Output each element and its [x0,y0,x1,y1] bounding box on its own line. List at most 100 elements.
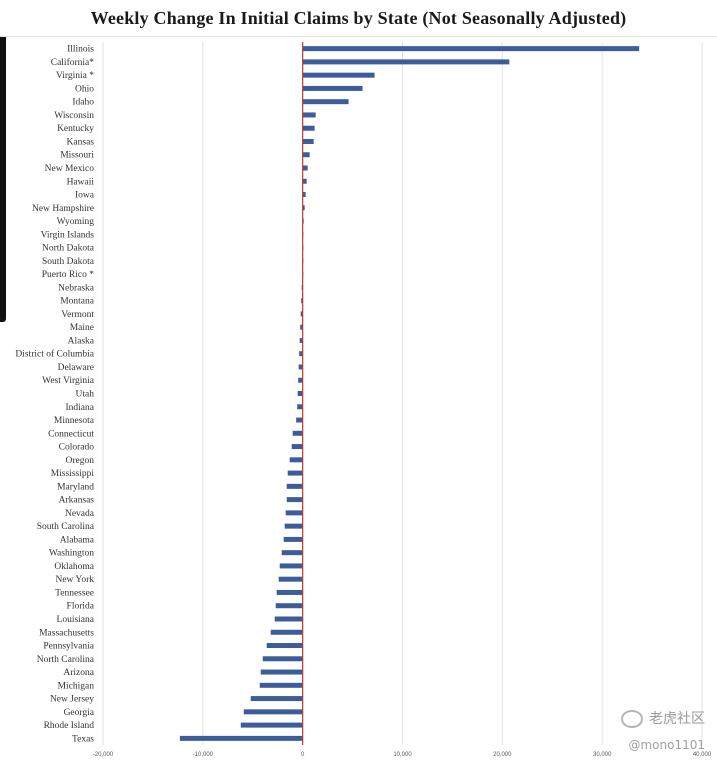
bar [298,377,303,383]
category-label: Washington [49,549,94,559]
category-label: Ohio [75,84,94,94]
category-label: North Carolina [37,655,95,665]
bar [299,351,303,357]
bar [276,589,303,595]
bar [243,709,303,715]
gridlines [102,42,703,745]
category-label: Minnesota [54,416,95,426]
category-label: Puerto Rico * [42,270,94,280]
category-label: Delaware [58,363,94,373]
category-label: Massachusetts [39,628,94,638]
bar [297,404,303,410]
x-tick-label: 0 [301,752,305,758]
bar [266,643,303,649]
x-tick-label: -20,000 [93,752,114,758]
category-label: Rhode Island [44,721,95,731]
x-axis-ticks: -20,000 -10,000 0 10,000 20,000 30,000 40,000 [93,752,712,758]
category-label: Michigan [58,681,95,691]
bar [302,205,305,211]
bar [285,510,303,516]
x-tick-label: -10,000 [193,752,214,758]
chart-title: Weekly Change In Initial Claims by State… [90,8,627,28]
category-label: Wisconsin [54,111,94,121]
category-label: Oklahoma [54,562,94,572]
bar [296,417,303,423]
category-label: South Carolina [37,522,95,532]
bar [289,457,303,463]
bar [240,722,303,728]
category-label: Alabama [60,535,95,545]
category-label: Kansas [67,137,95,147]
bar [291,444,303,450]
category-label: Missouri [60,151,94,161]
bars [179,46,640,741]
bar [302,125,315,131]
category-label: Louisiana [57,615,95,625]
bar [302,138,314,144]
category-label: Oregon [66,456,95,466]
category-label: California* [51,57,95,68]
title-bar [0,0,717,37]
bar [302,112,316,118]
bar [300,311,303,317]
window-edge-decoration [0,30,6,322]
bar [250,696,303,702]
watermark-brand-text: 老虎社区 [649,711,705,727]
bar [286,483,303,489]
category-label: South Dakota [42,257,95,267]
bar [275,603,303,609]
category-label: Tennessee [55,588,94,598]
x-tick-label: 20,000 [493,752,512,758]
category-label: Indiana [66,403,95,413]
bar [299,337,303,343]
category-label: Wyoming [57,217,95,227]
category-label: New Hampshire [32,204,94,214]
category-label: Maryland [57,482,94,492]
bar [287,470,303,476]
category-label: Georgia [64,708,95,718]
bar [301,298,303,304]
category-label: Montana [60,297,95,307]
bar [302,59,510,65]
category-label: New Mexico [45,164,95,174]
bar [302,165,308,171]
category-labels: Illinois California* Virginia * Ohio Idaho Wi… [15,45,94,745]
bar [302,46,640,52]
bar [302,152,310,158]
bar [270,629,303,635]
category-label: Virginia * [56,71,94,81]
bar [302,85,363,91]
x-tick-label: 30,000 [593,752,612,758]
category-label: Kentucky [57,124,94,134]
category-label: Iowa [75,191,95,201]
bar [259,682,303,688]
bar [179,735,303,741]
category-label: Hawaii [67,177,95,187]
category-label: Virgin Islands [41,230,95,240]
x-tick-label: 40,000 [693,752,712,758]
bar [281,550,303,556]
category-label: Illinois [67,45,94,55]
category-label: Florida [67,602,95,612]
bar [278,576,303,582]
category-label: District of Columbia [15,349,94,360]
bar [302,72,375,78]
bar [262,656,303,662]
bar [297,391,303,396]
category-label: Arkansas [59,496,95,506]
bar [283,536,303,542]
category-label: Utah [76,390,95,400]
bar [302,178,307,184]
bar [300,324,303,330]
watermark-brand: 老虎社区 [621,708,705,728]
category-label: Alaska [68,336,95,346]
watermark-handle: @mono1101 [628,738,705,752]
category-label: New York [55,575,94,585]
category-label: West Virginia [42,376,95,386]
bar [286,497,303,503]
category-label: Nebraska [58,283,95,293]
category-label: Texas [72,734,94,744]
x-tick-label: 10,000 [393,752,412,758]
